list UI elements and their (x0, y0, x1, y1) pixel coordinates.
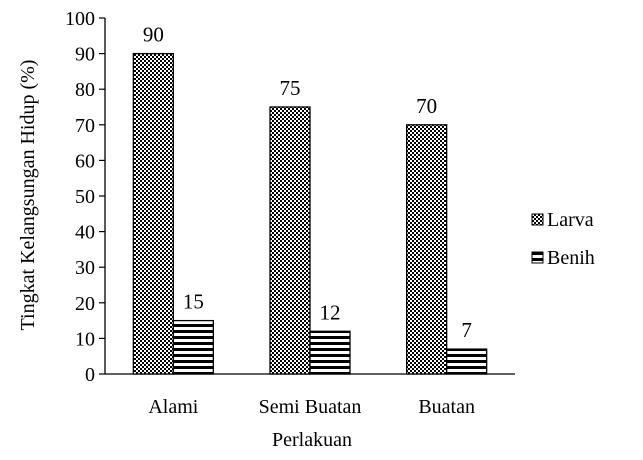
y-tick-label: 30 (75, 257, 95, 279)
y-tick-label: 20 (75, 293, 95, 315)
x-axis-ticks: Alami Semi Buatan Buatan (148, 396, 475, 418)
bar-larva-0 (132, 52, 174, 375)
legend-label-benih: Benih (547, 247, 595, 269)
data-label: 70 (416, 94, 437, 118)
legend-swatch-larva (531, 213, 544, 226)
y-axis-title: Tingkat Kelangsungan Hidup (%) (17, 60, 39, 331)
data-label: 75 (280, 76, 301, 100)
legend-label-larva: Larva (547, 209, 594, 231)
y-tick-label: 100 (65, 8, 95, 30)
data-label: 12 (320, 300, 341, 324)
y-tick-label: 80 (75, 79, 95, 101)
bar-benih-2 (446, 348, 488, 375)
bar-larva-1 (269, 106, 311, 375)
data-labels: 90 15 75 12 70 7 (143, 23, 472, 342)
y-tick-label: 0 (85, 364, 95, 386)
x-tick-label: Alami (148, 396, 198, 418)
legend-swatch-benih (531, 251, 544, 264)
y-tick-label: 60 (75, 150, 95, 172)
y-axis-ticks: 0 10 20 30 40 50 60 70 80 90 100 (65, 8, 105, 386)
bar-benih-1 (309, 330, 351, 375)
y-tick-label: 10 (75, 328, 95, 350)
x-tick-label: Buatan (418, 396, 475, 418)
legend: Larva Benih (531, 209, 595, 269)
y-tick-label: 40 (75, 222, 95, 244)
data-label: 7 (461, 318, 472, 342)
bars (132, 52, 488, 375)
y-tick-label: 50 (75, 186, 95, 208)
bar-benih-0 (172, 319, 214, 375)
data-label: 15 (183, 290, 204, 314)
bar-larva-2 (406, 124, 448, 375)
y-tick-label: 90 (75, 44, 95, 66)
x-tick-label: Semi Buatan (259, 396, 362, 418)
x-axis-title: Perlakuan (272, 429, 352, 451)
data-label: 90 (143, 23, 164, 47)
y-tick-label: 70 (75, 115, 95, 137)
